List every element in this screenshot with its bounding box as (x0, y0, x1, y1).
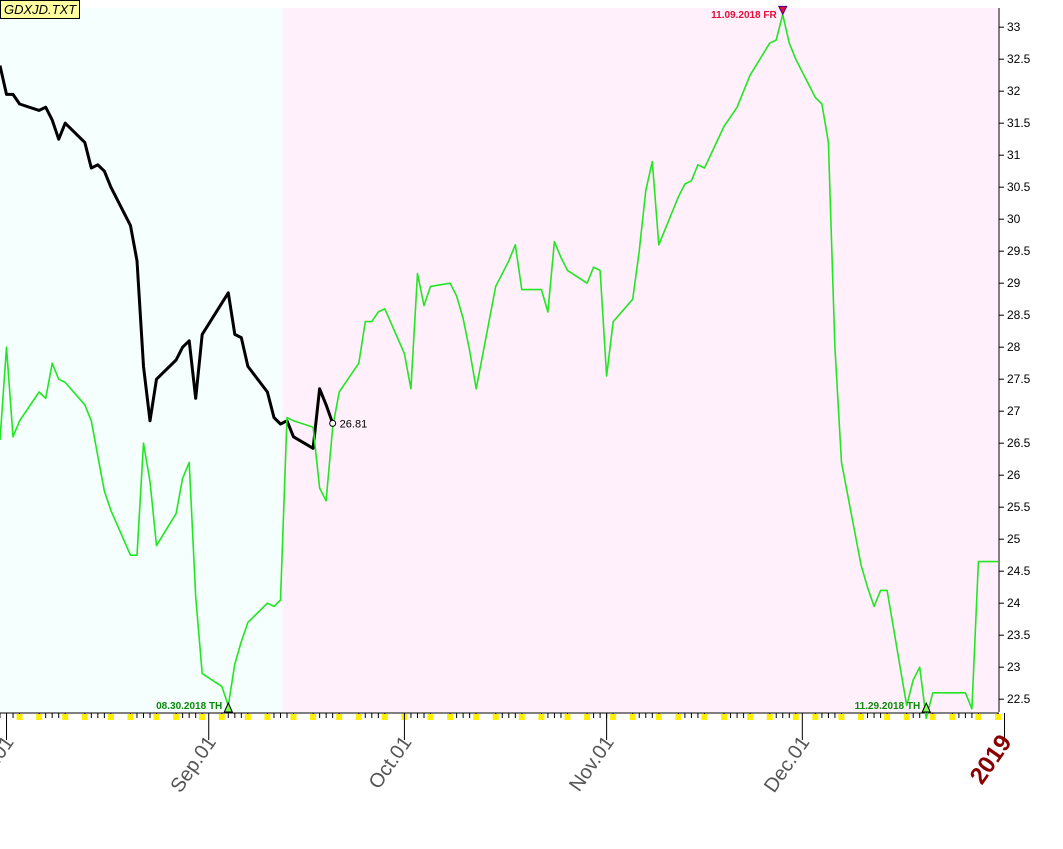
x-tick-label: 2019 (965, 730, 1018, 789)
y-tick-label: 28 (1007, 340, 1021, 354)
x-day-box (336, 714, 343, 720)
low-date-label: 11.29.2018 TH (855, 701, 921, 712)
x-day-box (995, 714, 1001, 720)
y-tick-label: 27.5 (1007, 372, 1031, 386)
y-tick-label: 26 (1007, 468, 1021, 482)
x-tick-label: Nov.01 (565, 732, 619, 795)
x-day-box (81, 714, 88, 720)
x-tick-label: Dec.01 (760, 732, 814, 797)
y-tick-label: 25 (1007, 532, 1021, 546)
x-day-box (564, 714, 571, 720)
x-day-box (747, 714, 754, 720)
x-day-box (381, 714, 388, 720)
x-day-box (884, 714, 891, 720)
past-region-shade (0, 8, 283, 712)
low-marker (223, 701, 234, 713)
x-day-box (199, 714, 206, 720)
x-day-box (173, 714, 180, 720)
x-day-box (473, 714, 480, 720)
y-tick-label: 29 (1007, 276, 1021, 290)
y-tick-label: 27 (1007, 404, 1021, 418)
series-layer (0, 13, 998, 720)
projection-line (0, 13, 998, 720)
y-tick-label: 24 (1007, 596, 1021, 610)
x-day-box (244, 714, 251, 720)
x-day-box (264, 714, 271, 720)
x-day-box (949, 714, 956, 720)
x-day-box (538, 714, 545, 720)
x-day-box (427, 714, 434, 720)
x-day-box (62, 714, 69, 720)
low-date-label: 08.30.2018 TH (156, 701, 222, 712)
future-region-shade (282, 8, 999, 712)
x-tick-label: Sep.01 (166, 732, 220, 797)
x-tick-label: Oct.01 (365, 732, 417, 793)
x-day-box (721, 714, 728, 720)
y-tick-label: 23.5 (1007, 628, 1031, 642)
x-day-box (107, 714, 114, 720)
x-day-box (584, 714, 591, 720)
high-date-label: 11.09.2018 FR (711, 10, 777, 21)
y-tick-label: 30 (1007, 212, 1021, 226)
y-tick-label: 32 (1007, 84, 1021, 98)
x-day-box (310, 714, 317, 720)
last-close-label: 26.81 (340, 418, 368, 430)
x-day-box (290, 714, 297, 720)
high-marker (777, 5, 788, 16)
x-day-box (447, 714, 454, 720)
x-day-box (792, 714, 799, 720)
y-tick-label: 29.5 (1007, 244, 1031, 258)
y-tick-label: 31.5 (1007, 116, 1031, 130)
x-day-box (36, 714, 43, 720)
x-tick-label: Aug.01 (0, 732, 19, 797)
x-day-box (16, 714, 23, 720)
x-day-box (153, 714, 160, 720)
x-day-box (838, 714, 845, 720)
actual-line (0, 65, 335, 450)
y-tick-label: 24.5 (1007, 564, 1031, 578)
x-day-box (975, 714, 982, 720)
x-day-box (675, 714, 682, 720)
x-day-box (766, 714, 773, 720)
y-tick-label: 22.5 (1007, 692, 1031, 706)
x-day-box (492, 714, 499, 720)
last-close-dot (329, 419, 337, 427)
x-day-box (127, 714, 134, 720)
y-tick-label: 31 (1007, 148, 1021, 162)
x-day-box (812, 714, 819, 720)
x-day-box (610, 714, 617, 720)
x-day-box (355, 714, 362, 720)
background-shading (0, 8, 999, 712)
y-tick-label: 25.5 (1007, 500, 1031, 514)
x-day-box (929, 714, 936, 720)
y-tick-label: 33 (1007, 20, 1021, 34)
x-day-box (218, 714, 225, 720)
y-tick-label: 30.5 (1007, 180, 1031, 194)
x-day-box (858, 714, 865, 720)
x-day-box (518, 714, 525, 720)
low-marker (921, 701, 932, 713)
chart-title-badge: GDXJD.TXT (0, 0, 81, 19)
x-day-box (629, 714, 636, 720)
y-tick-label: 26.5 (1007, 436, 1031, 450)
x-day-box (701, 714, 708, 720)
y-tick-label: 28.5 (1007, 308, 1031, 322)
x-day-box (903, 714, 910, 720)
annotations: 26.81 11.09.2018 FR 08.30.2018 TH 11.29.201… (156, 5, 932, 713)
x-day-box (655, 714, 662, 720)
y-tick-label: 23 (1007, 660, 1021, 674)
y-tick-label: 32.5 (1007, 52, 1031, 66)
